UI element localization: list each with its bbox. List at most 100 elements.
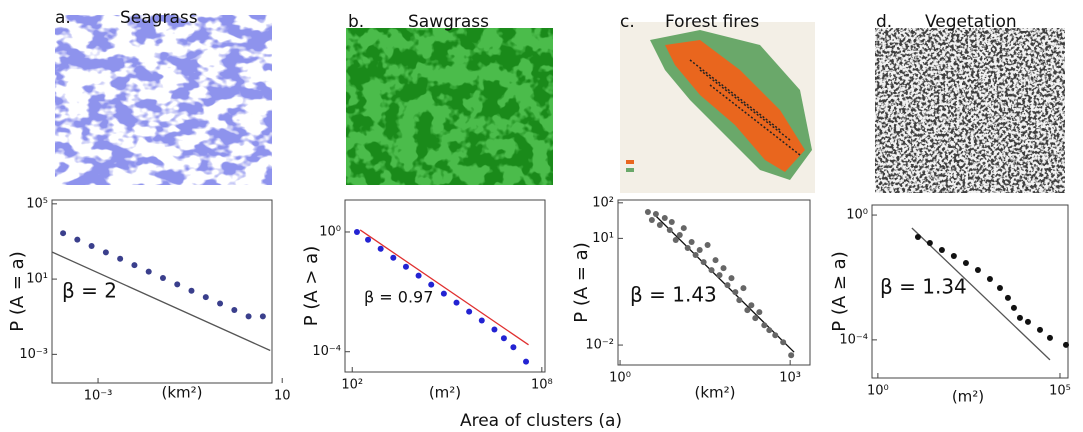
data-point xyxy=(1010,304,1017,311)
data-point xyxy=(1004,294,1011,301)
data-point xyxy=(648,216,655,223)
y-tick-label: 10⁰ xyxy=(846,208,868,223)
y-tick-label: 10⁻⁴ xyxy=(312,344,341,359)
data-point xyxy=(102,249,109,256)
data-point xyxy=(1036,326,1043,333)
data-point xyxy=(500,335,507,342)
data-point xyxy=(245,313,252,320)
fit-line xyxy=(911,227,1051,361)
data-point xyxy=(1062,341,1069,348)
image-forest-map xyxy=(620,22,815,193)
plot-frame xyxy=(51,199,273,384)
y-tick-label: 10⁻³ xyxy=(19,347,48,362)
panel-letter: d. xyxy=(876,12,892,32)
data-point xyxy=(652,210,659,217)
data-point xyxy=(131,262,138,269)
x-tick-label: 10⁸ xyxy=(531,378,553,393)
data-point xyxy=(914,234,921,241)
data-point xyxy=(661,215,668,222)
data-point xyxy=(88,242,95,249)
data-point xyxy=(724,282,731,289)
data-point xyxy=(788,352,795,359)
data-point xyxy=(684,245,691,252)
data-point xyxy=(74,236,81,243)
data-point xyxy=(740,285,747,292)
y-tick-label: 10⁰ xyxy=(319,224,341,239)
x-tick-label: 10² xyxy=(341,378,363,393)
data-point xyxy=(708,267,715,274)
data-point xyxy=(644,208,651,215)
data-point xyxy=(491,326,498,333)
data-point xyxy=(716,272,723,279)
panel-letter: b. xyxy=(348,12,364,32)
data-point xyxy=(402,263,409,270)
data-point xyxy=(938,246,945,253)
annotation: β = 1.34 xyxy=(880,275,967,299)
data-point xyxy=(756,309,763,316)
panel-title: Forest fires xyxy=(665,12,759,32)
data-point xyxy=(712,257,719,264)
y-tick-label: 10⁻⁴ xyxy=(839,332,868,347)
data-point xyxy=(974,266,981,273)
x-tick-label: 10⁵ xyxy=(1049,384,1071,399)
data-point xyxy=(117,255,124,262)
image-seagrass xyxy=(55,15,272,185)
y-axis-label: P (A = a) xyxy=(571,242,592,323)
y-tick-label: 10¹ xyxy=(26,272,48,287)
shared-x-label: Area of clusters (a) xyxy=(460,411,622,431)
data-point xyxy=(159,274,166,281)
fit-line xyxy=(359,229,529,346)
plot-frame xyxy=(871,204,1069,379)
data-point xyxy=(680,225,687,232)
panel-title: Vegetation xyxy=(925,12,1017,32)
x-tick-label: 10⁻³ xyxy=(84,389,113,404)
data-point xyxy=(1046,334,1053,341)
y-axis-label: P (A = a) xyxy=(7,251,28,332)
x-tick-label: 10³ xyxy=(779,371,801,386)
x-tick-label: 10⁰ xyxy=(867,384,889,399)
data-point xyxy=(365,236,372,243)
data-point xyxy=(656,221,663,228)
annotation: β = 1.43 xyxy=(630,283,717,307)
panel-title: Seagrass xyxy=(120,8,198,28)
data-point xyxy=(752,315,759,322)
y-tick-label: 10¹ xyxy=(592,231,614,246)
y-tick-label: 10² xyxy=(592,195,614,210)
data-point xyxy=(761,322,768,329)
data-point xyxy=(440,290,447,297)
image-vegetation xyxy=(875,28,1065,193)
annotation: β = 2 xyxy=(62,279,117,303)
data-point xyxy=(736,297,743,304)
data-point xyxy=(145,268,152,275)
x-axis-label: (m²) xyxy=(952,388,984,406)
data-point xyxy=(202,294,209,301)
data-point xyxy=(744,307,751,314)
y-axis-label: P (A ≥ a) xyxy=(829,251,850,332)
data-point xyxy=(728,275,735,282)
data-point xyxy=(692,252,699,259)
data-point xyxy=(688,239,695,246)
data-point xyxy=(523,358,530,365)
y-tick-label: 10⁵ xyxy=(26,196,48,211)
plot-frame xyxy=(617,199,811,366)
data-point xyxy=(676,232,683,239)
data-point xyxy=(996,284,1003,291)
data-point xyxy=(466,308,473,315)
data-point xyxy=(986,275,993,282)
data-point xyxy=(672,237,679,244)
data-point xyxy=(217,300,224,307)
panel-title: Sawgrass xyxy=(408,12,489,32)
data-point xyxy=(259,313,266,320)
data-point xyxy=(780,339,787,346)
data-point xyxy=(668,219,675,226)
panel-letter: a. xyxy=(55,8,71,28)
x-axis-label: (km²) xyxy=(161,384,202,402)
data-point xyxy=(962,259,969,266)
data-point xyxy=(478,317,485,324)
data-point xyxy=(696,247,703,254)
data-point xyxy=(700,259,707,266)
data-point xyxy=(353,228,360,235)
data-point xyxy=(453,299,460,306)
